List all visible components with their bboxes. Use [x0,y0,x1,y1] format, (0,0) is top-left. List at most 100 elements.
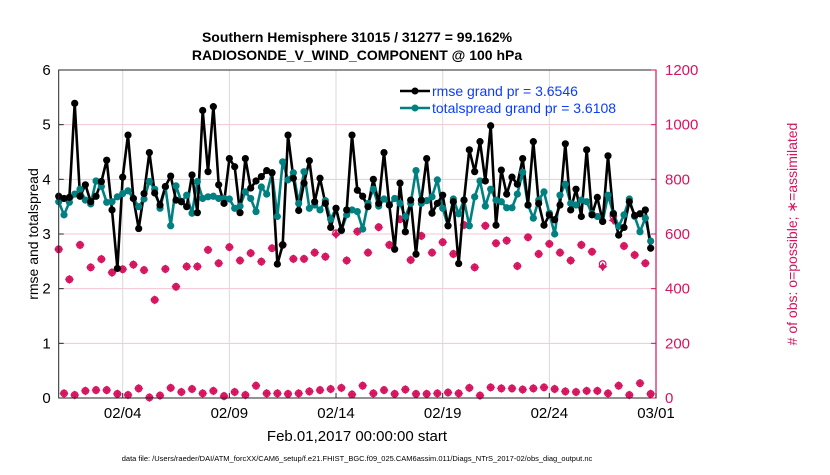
totalspread-point [529,214,537,222]
totalspread-point [423,197,431,205]
totalspread-point [615,222,623,230]
x-tick-label: 02/19 [424,405,462,422]
rmse-point [561,140,569,148]
totalspread-point [145,177,153,186]
obs-assimilated-marker [70,390,80,400]
rmse-point [380,148,388,157]
rmse-point [327,223,335,232]
obs-assimilated-marker [160,264,170,274]
rmse-point [183,203,191,211]
rmse-point [188,171,196,179]
obs-assimilated-marker [315,385,325,395]
rmse-point [167,172,175,180]
obs-assimilated-marker [560,386,570,396]
y-tick-label: 5 [42,117,50,134]
rmse-point [492,221,500,229]
rmse-point [156,201,164,209]
ticks: 0 1 2 3 4 5 6 0 200 400 600 800 1000 1200 02/04 02/09 02… [42,62,698,422]
totalspread-point [353,207,361,216]
obs-assimilated-marker [635,378,645,388]
totalspread-point [455,210,463,218]
totalspread-point [641,214,649,222]
rmse-point [161,182,169,191]
legend-spread-marker [411,104,419,112]
totalspread-point [359,225,367,233]
obs-assimilated-marker [150,295,160,305]
obs-assimilated-marker [262,388,272,398]
rmse-point [385,201,393,209]
x-axis-label: Feb.01,2017 00:00:00 start [267,428,448,445]
y-tick-label-right: 200 [665,335,690,352]
obs-assimilated-marker [198,388,208,398]
obs-assimilated-marker [624,390,634,400]
rmse-point [252,177,260,185]
totalspread-point [497,198,505,206]
totalspread-point [257,183,265,191]
obs-assimilated-marker [310,248,320,258]
obs-assimilated-marker [571,387,581,397]
rmse-point [545,211,553,219]
rmse-point [209,103,217,111]
totalspread-point [316,206,324,214]
obs-assimilated-marker [176,387,186,397]
rmse-point [551,216,559,224]
obs-assimilated-marker [582,386,592,396]
totalspread-point [412,166,420,175]
obs-assimilated-marker [272,388,282,398]
rmse-point [583,146,591,154]
obs-assimilated-marker [646,389,656,399]
chart-title-line-2: RADIOSONDE_V_WIND_COMPONENT @ 100 hPa [192,47,522,63]
y-tick-label: 0 [42,390,50,407]
totalspread-point [471,193,479,201]
obs-assimilated-marker [614,381,624,391]
totalspread-point [503,204,511,212]
totalspread-point [428,193,436,201]
totalspread-point [193,177,201,186]
totalspread-point [604,191,612,199]
totalspread-point [236,202,244,210]
obs-assimilated-marker [507,383,517,393]
totalspread-point [300,168,308,176]
rmse-point [257,173,265,181]
totalspread-point [391,194,399,203]
obs-assimilated-marker [342,255,352,266]
obs-assimilated-marker [214,258,224,268]
obs-assimilated-marker [331,229,341,240]
rmse-point [231,163,239,171]
totalspread-point [140,195,148,203]
rmse-point [620,223,628,232]
obs-assimilated-marker [448,249,458,259]
rmse-point [215,181,223,189]
totalspread-point [167,222,175,230]
obs-assimilated-marker [592,386,602,396]
rmse-point [337,226,345,234]
rmse-point [348,131,356,139]
rmse-point [236,209,244,217]
totalspread-point [561,180,569,188]
rmse-point [151,189,159,197]
rmse-point [519,154,527,163]
y-tick-label: 2 [42,281,50,298]
obs-assimilated-marker [235,255,245,266]
obs-assimilated-marker [326,384,336,394]
rmse-point [636,210,644,218]
obs-assimilated-marker [336,383,346,393]
obs-assimilated-marker [352,226,362,237]
obs-assimilated-marker [134,383,144,393]
rmse-point [572,185,580,193]
rmse-point [609,210,617,218]
obs-assimilated-marker [475,390,485,401]
totalspread-point [97,182,105,191]
obs-assimilated-marker [640,258,650,268]
rmse-point [311,198,319,206]
series-layer [54,99,656,403]
totalspread-point [401,212,409,221]
rmse-point [625,198,633,206]
totalspread-point [327,215,335,223]
obs-assimilated-marker [566,255,576,266]
totalspread-point [183,191,191,199]
totalspread-point [369,185,377,193]
obs-assimilated-marker [91,385,101,395]
obs-assimilated-marker [288,254,298,264]
